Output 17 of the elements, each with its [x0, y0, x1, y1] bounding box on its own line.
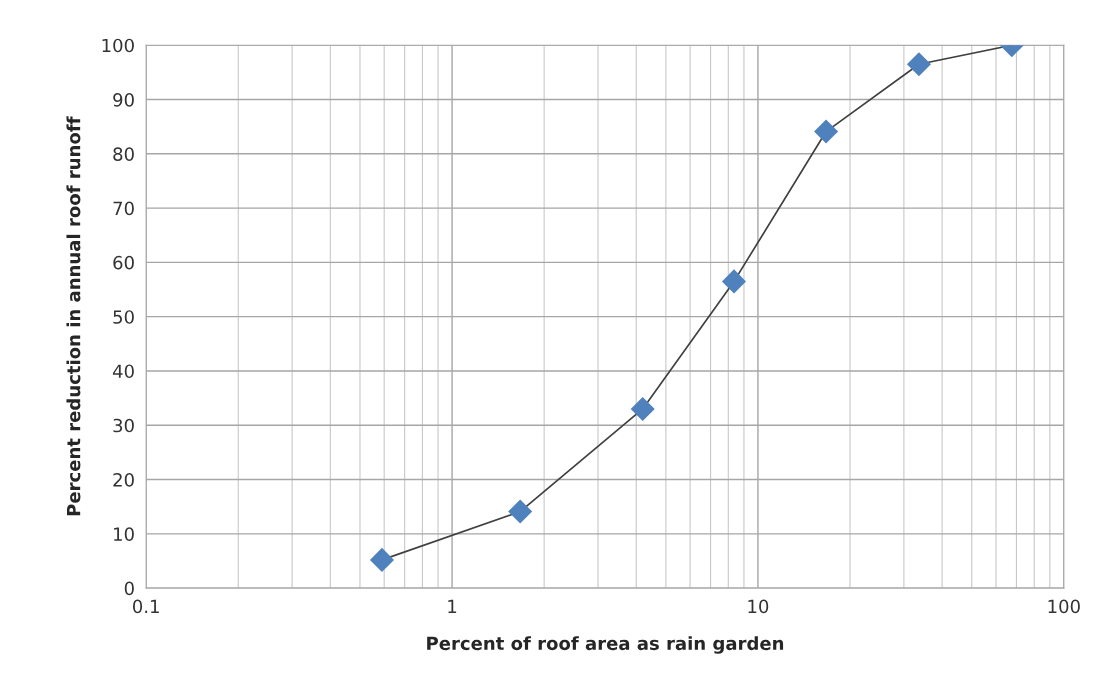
x-tick-label: 0.1	[133, 599, 159, 614]
y-tick-label: 10	[114, 527, 134, 541]
y-tick-label: 20	[113, 473, 134, 487]
x-axis-title: Percent of roof area as rain garden	[427, 636, 784, 654]
y-tick-label: 50	[113, 310, 134, 324]
y-axis-title: Percent reduction in annual roof runoff	[66, 116, 81, 516]
y-tick-label: 30	[113, 418, 134, 433]
y-tick-label: 0	[124, 581, 134, 596]
y-tick-label: 100	[102, 38, 134, 53]
x-tick-label: 10	[748, 599, 769, 614]
x-tick-label: 1	[448, 599, 457, 613]
y-tick-label: 90	[113, 92, 134, 107]
y-tick-label: 80	[113, 147, 134, 161]
y-tick-label: 60	[113, 255, 134, 270]
x-tick-label: 100	[1048, 599, 1080, 614]
y-tick-label: 70	[113, 201, 134, 216]
y-tick-label: 40	[112, 364, 134, 379]
